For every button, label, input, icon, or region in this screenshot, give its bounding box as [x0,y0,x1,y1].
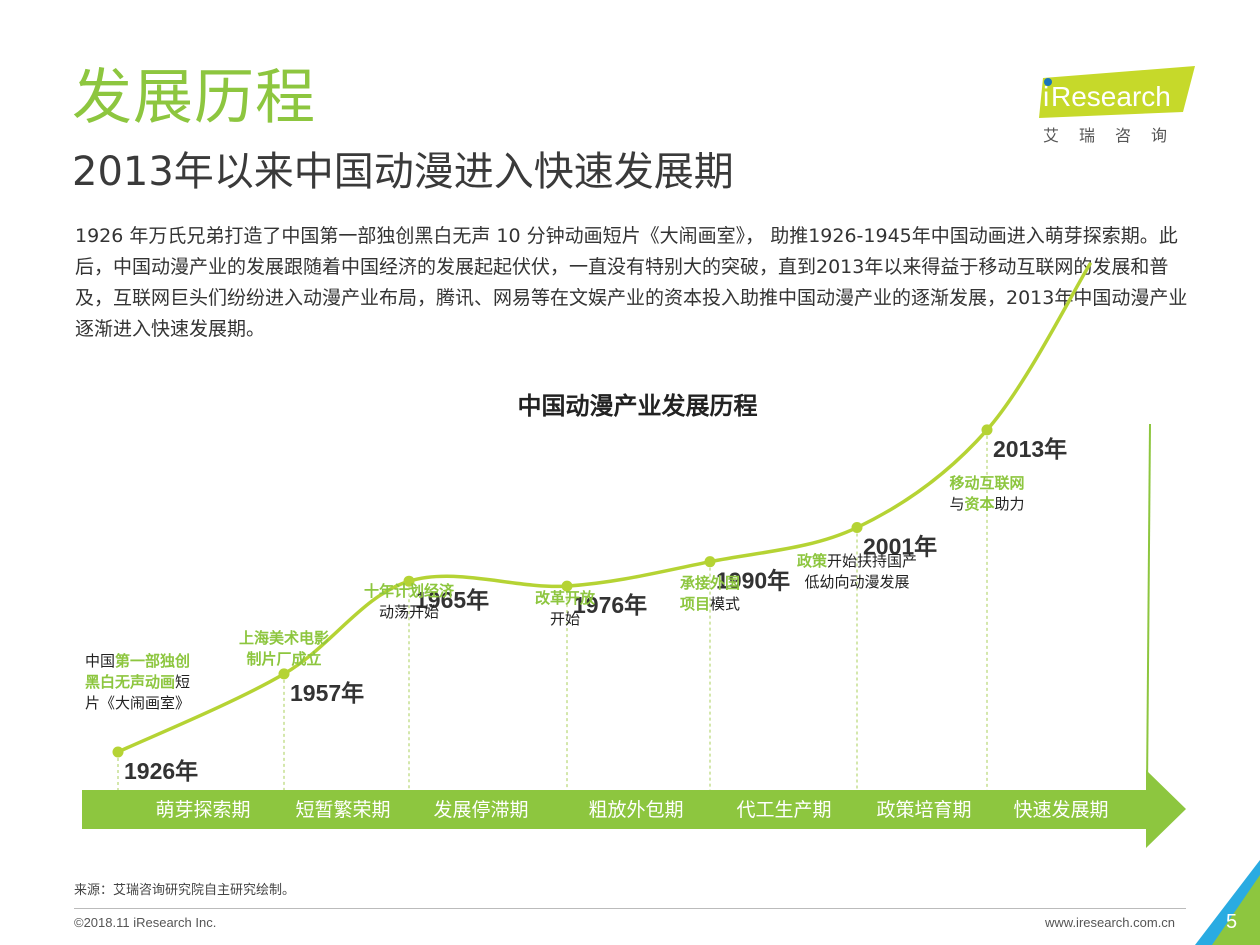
event-segment-0-1-0: 黑白无声动画 [85,673,175,691]
milestone-event-1-line-0: 上海美术电影 [239,629,329,647]
milestone-event-3-line-1: 开始 [550,610,580,628]
event-segment-3-1-0: 开始 [550,610,580,628]
milestone-year-0: 1926年 [124,758,198,784]
event-segment-4-0-0: 承接外国 [680,574,740,592]
stage-arrow [82,770,1186,848]
stage-label-3: 粗放外包期 [588,799,683,821]
event-segment-4-1-1: 模式 [710,595,740,613]
stage-label-2: 发展停滞期 [433,799,528,821]
event-segment-5-1-0: 低幼向动漫发展 [804,573,909,591]
milestone-event-6-line-0: 移动互联网 [949,474,1024,492]
chart-title: 中国动漫产业发展历程 [517,392,758,420]
logo-brand-i: i [1043,81,1049,112]
milestone-dot-2 [403,575,415,587]
intro-paragraph: 1926 年万氏兄弟打造了中国第一部独创黑白无声 10 分钟动画短片《大闹画室》… [75,225,1188,340]
milestone-event-4-line-1: 项目模式 [680,595,740,613]
logo-dot [1044,78,1052,86]
stage-label-5: 政策培育期 [876,799,971,821]
stage-label-4: 代工生产期 [736,799,831,821]
stage-label-6: 快速发展期 [1013,799,1108,821]
event-segment-1-0-0: 上海美术电影 [239,629,329,647]
milestone-dot-1 [278,668,290,680]
logo-chinese: 艾瑞咨询 [1043,126,1188,145]
event-segment-0-0-0: 中国 [85,652,115,670]
event-segment-4-1-0: 项目 [680,595,710,613]
event-segment-2-0-0: 十年计划经济 [364,582,455,600]
milestone-event-5-line-1: 低幼向动漫发展 [804,573,909,591]
milestone-event-5-line-0: 政策开始扶持国产 [797,552,917,570]
milestone-dot-5 [851,522,863,534]
copyright: ©2018.11 iResearch Inc. [74,915,217,930]
milestone-event-0-line-0: 中国第一部独创 [85,652,190,670]
page-title: 发展历程 [72,63,316,133]
milestone-dot-4 [704,556,716,568]
event-segment-6-1-0: 与 [949,495,964,513]
event-segment-5-0-0: 政策 [797,552,828,570]
milestone-year-6: 2013年 [993,436,1067,462]
growth-curve [116,262,1092,754]
website-link[interactable]: www.iresearch.com.cn [1045,915,1176,930]
milestone-dot-3 [561,580,573,592]
event-segment-2-1-0: 动荡开始 [379,603,439,621]
footer-divider [74,908,1186,909]
source-note: 来源：艾瑞咨询研究院自主研究绘制。 [74,883,296,898]
event-segment-3-0-0: 改革开放 [535,589,596,607]
milestone-year-3: 1976年 [573,592,647,618]
logo-banner [1039,66,1195,118]
stage-label-0: 萌芽探索期 [155,799,250,821]
stage-label-1: 短暂繁荣期 [295,799,390,821]
milestone-year-1: 1957年 [290,680,364,706]
stage-labels: 萌芽探索期 短暂繁荣期 发展停滞期 粗放外包期 代工生产期 政策培育期 快速发展期 [155,799,1108,821]
milestone-event-0-line-1: 黑白无声动画短 [85,673,190,691]
milestone-year-5: 2001年 [863,534,937,560]
end-vertical-line [1146,423,1151,791]
milestone-event-6-line-1: 与资本助力 [949,495,1024,513]
milestone-year-4: 1990年 [716,568,790,594]
event-segment-1-1-0: 制片厂成立 [246,650,321,668]
milestone-dot-0 [112,746,124,758]
event-segment-0-2-0: 片《大闹画室》 [85,694,190,712]
event-segment-5-0-1: 开始扶持国产 [827,552,917,570]
milestone-event-4-line-0: 承接外国 [680,574,740,592]
event-segment-6-1-2: 助力 [995,495,1025,513]
corner-green [1212,875,1260,945]
milestone-event-2-line-1: 动荡开始 [379,603,439,621]
milestone-dot-6 [981,424,993,436]
event-segment-6-0-0: 移动互联网 [949,474,1024,492]
milestone-event-3-line-0: 改革开放 [535,589,596,607]
event-segment-6-1-1: 资本 [964,495,994,513]
milestone-event-0-line-2: 片《大闹画室》 [85,694,190,712]
page-subtitle: 2013年以来中国动漫进入快速发展期 [72,149,734,195]
milestone-event-2-line-0: 十年计划经济 [364,582,455,600]
corner-decoration [1195,860,1260,945]
event-segment-0-0-1: 第一部独创 [115,652,190,670]
page-number: 5 [1226,911,1238,933]
logo-brand: Research [1051,81,1171,112]
iresearch-logo: i Research [1039,66,1195,118]
milestone-year-2: 1965年 [415,587,489,613]
event-segment-0-1-1: 短 [175,673,190,691]
milestone-event-1-line-1: 制片厂成立 [246,650,321,668]
